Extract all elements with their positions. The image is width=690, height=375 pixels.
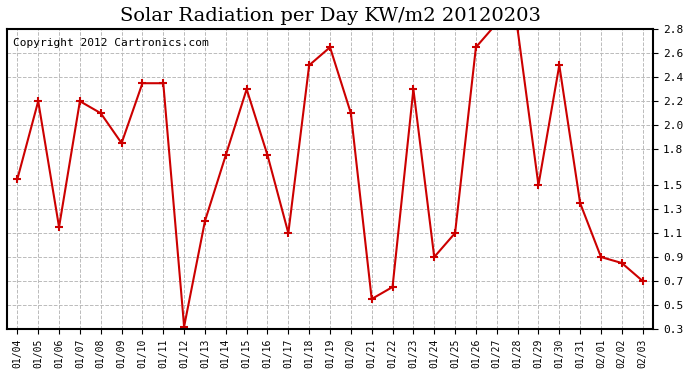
Title: Solar Radiation per Day KW/m2 20120203: Solar Radiation per Day KW/m2 20120203: [119, 7, 540, 25]
Text: Copyright 2012 Cartronics.com: Copyright 2012 Cartronics.com: [13, 38, 209, 48]
